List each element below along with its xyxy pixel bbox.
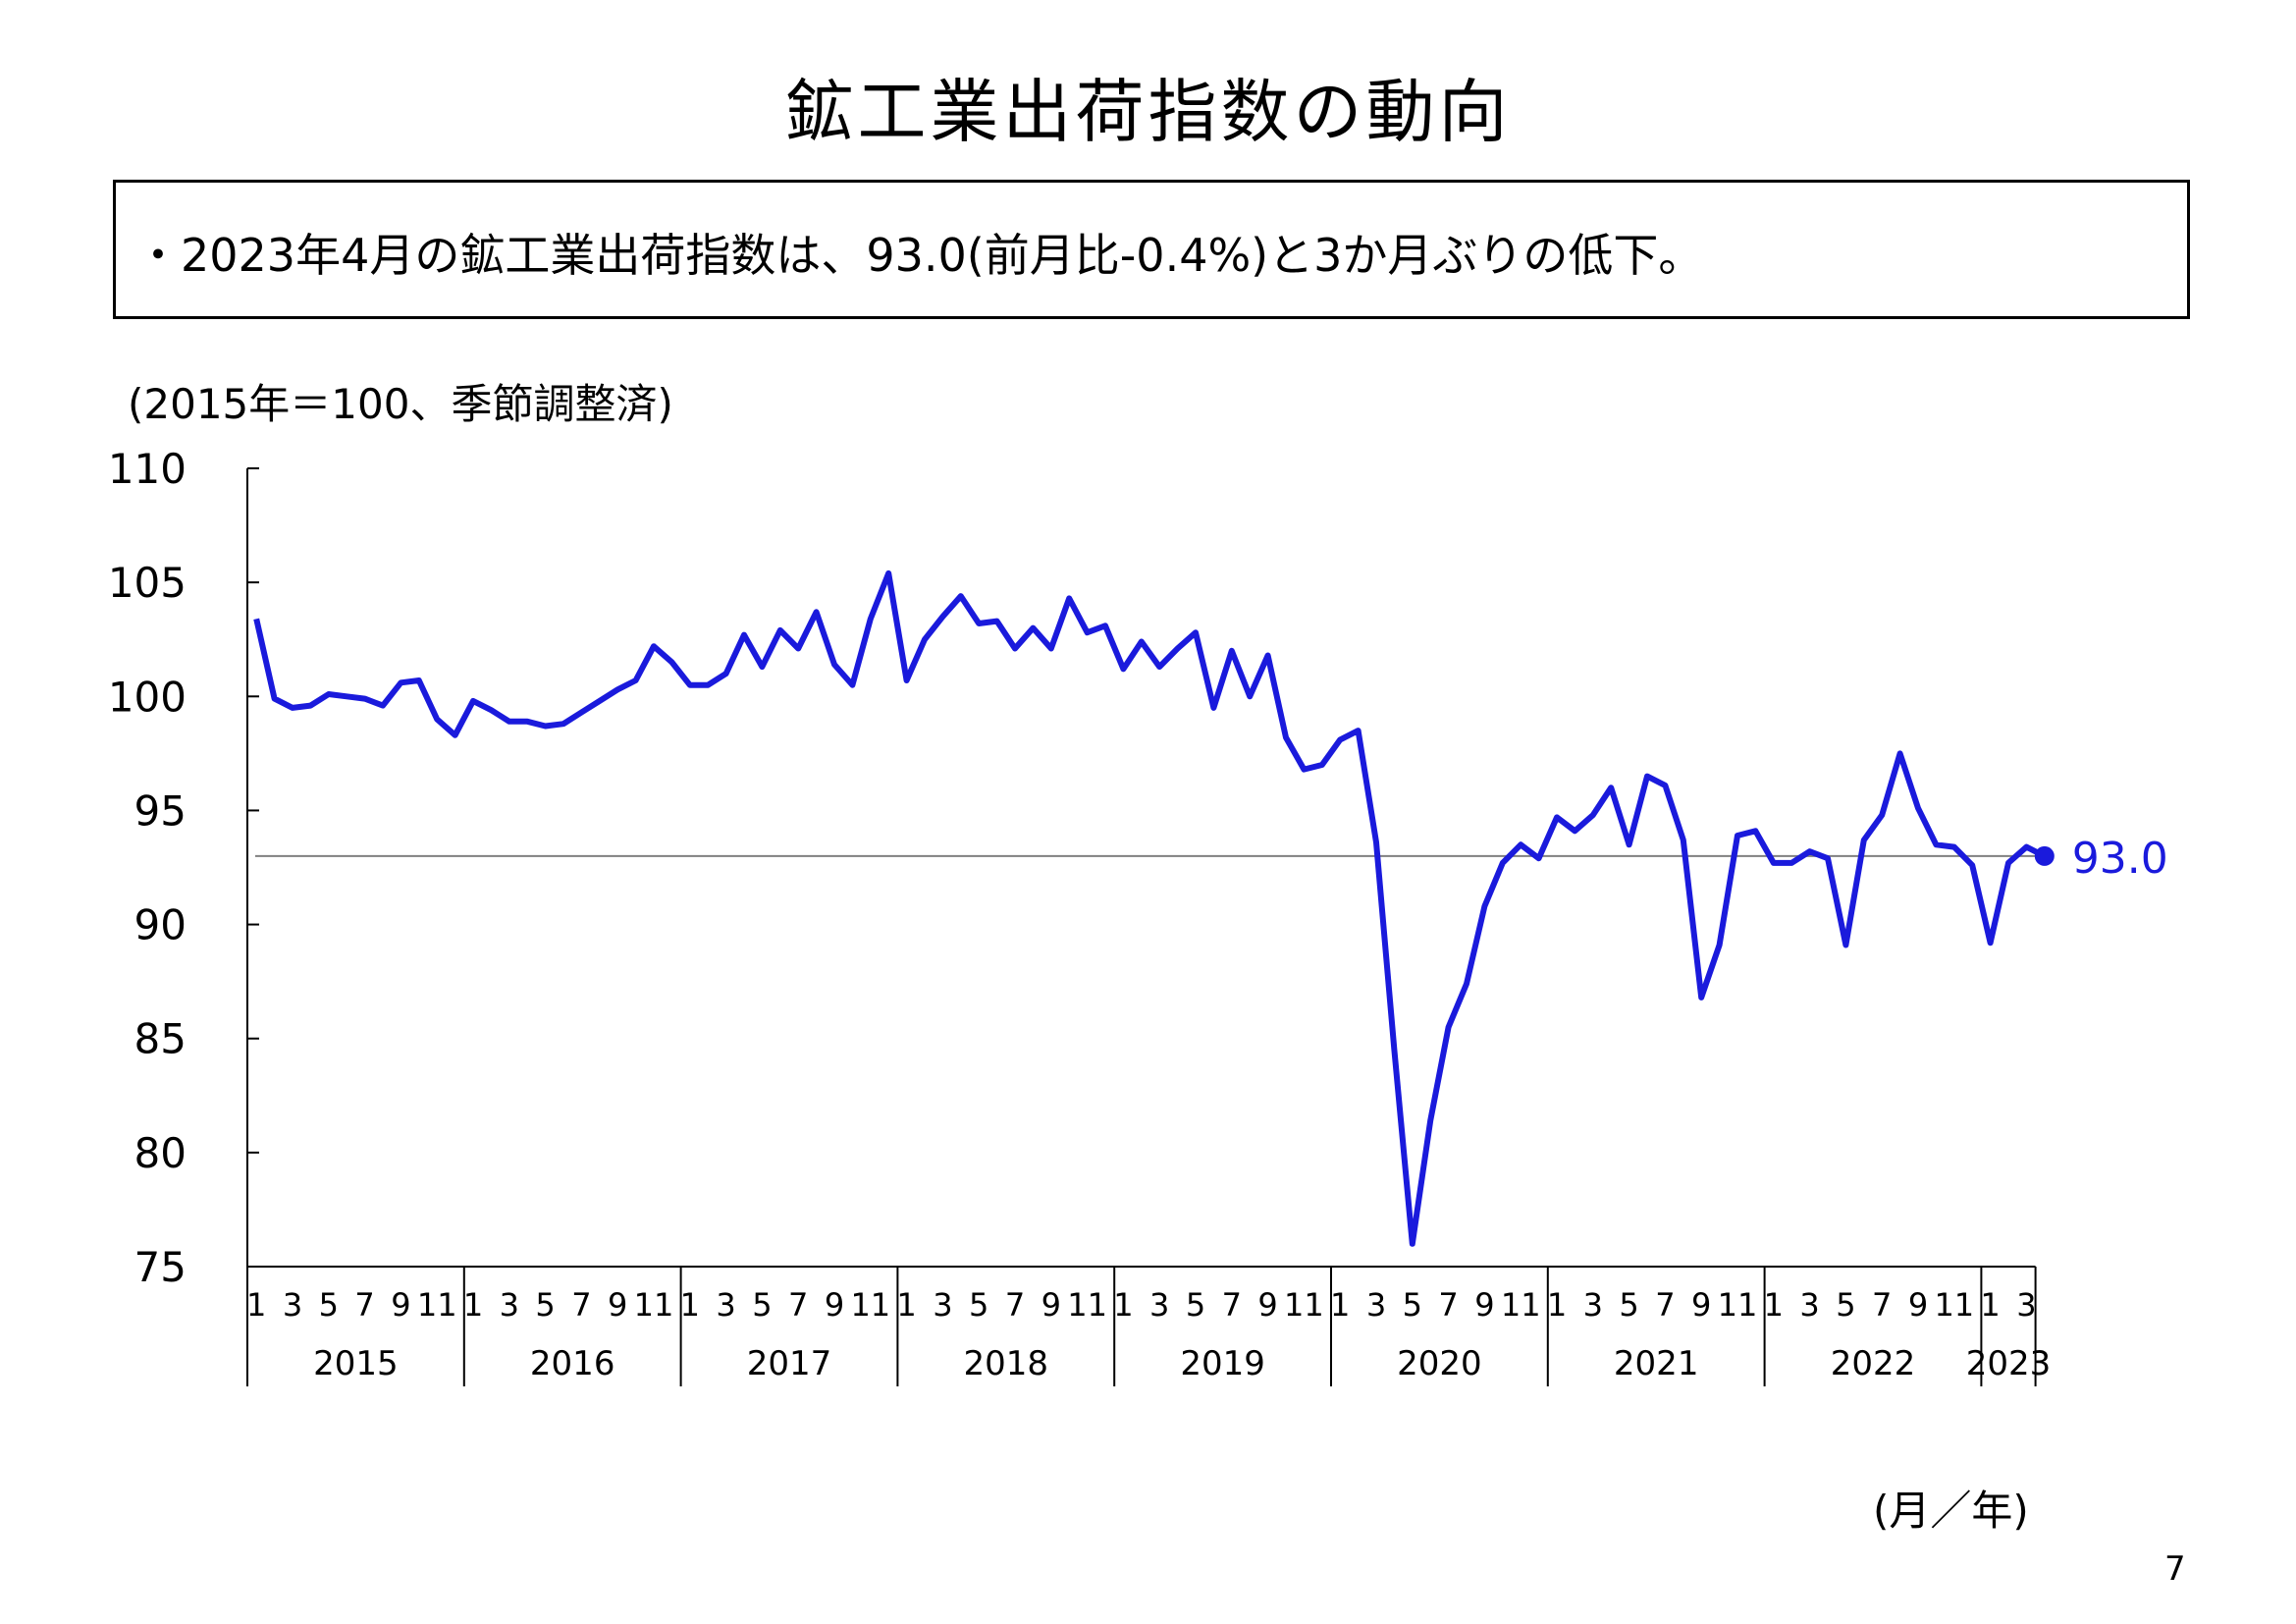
last-point-marker bbox=[2034, 845, 2055, 866]
month-tick-label: 5 bbox=[1836, 1286, 1855, 1324]
month-tick-label: 3 bbox=[2016, 1286, 2036, 1324]
month-tick-label: 1 bbox=[680, 1286, 700, 1324]
month-tick-label: 5 bbox=[1619, 1286, 1638, 1324]
year-label: 2019 bbox=[1180, 1344, 1265, 1383]
year-label: 2018 bbox=[964, 1344, 1049, 1383]
month-tick-label: 3 bbox=[1583, 1286, 1603, 1324]
y-tick-label: 100 bbox=[108, 673, 187, 721]
x-unit-label: (月／年) bbox=[1873, 1487, 2029, 1535]
year-label: 2020 bbox=[1397, 1344, 1482, 1383]
month-tick-label: 1 bbox=[1113, 1286, 1133, 1324]
month-tick-label: 11 bbox=[1067, 1286, 1107, 1324]
month-tick-label: 3 bbox=[1366, 1286, 1386, 1324]
month-tick-label: 5 bbox=[1403, 1286, 1422, 1324]
month-tick-label: 1 bbox=[896, 1286, 916, 1324]
month-tick-label: 9 bbox=[1908, 1286, 1928, 1324]
y-tick-label: 85 bbox=[134, 1015, 187, 1063]
month-tick-label: 5 bbox=[969, 1286, 988, 1324]
month-tick-label: 3 bbox=[500, 1286, 519, 1324]
summary-box: ・2023年4月の鉱工業出荷指数は、93.0(前月比-0.4%)と3か月ぶりの低… bbox=[113, 180, 2190, 319]
month-tick-label: 7 bbox=[1005, 1286, 1025, 1324]
month-tick-label: 9 bbox=[1691, 1286, 1711, 1324]
y-unit-label: (2015年＝100、季節調整済) bbox=[128, 380, 673, 428]
month-tick-label: 1 bbox=[1980, 1286, 2000, 1324]
series-line bbox=[253, 569, 2047, 1247]
month-tick-label: 9 bbox=[825, 1286, 844, 1324]
y-tick-label: 80 bbox=[134, 1129, 187, 1177]
year-label: 2022 bbox=[1831, 1344, 1916, 1383]
month-tick-label: 11 bbox=[850, 1286, 890, 1324]
month-tick-label: 7 bbox=[1438, 1286, 1458, 1324]
y-tick-label: 75 bbox=[134, 1243, 187, 1291]
month-tick-label: 9 bbox=[608, 1286, 627, 1324]
year-label: 2015 bbox=[313, 1344, 399, 1383]
y-axis: 75 80 85 90 95 100 105 110 bbox=[108, 445, 259, 1291]
year-label: 2023 bbox=[1966, 1344, 2052, 1383]
month-tick-label: 9 bbox=[1474, 1286, 1494, 1324]
month-tick-label: 11 bbox=[1718, 1286, 1758, 1324]
month-tick-label: 3 bbox=[933, 1286, 952, 1324]
month-tick-label: 5 bbox=[535, 1286, 555, 1324]
month-tick-label: 7 bbox=[1655, 1286, 1675, 1324]
year-label: 2021 bbox=[1614, 1344, 1699, 1383]
y-tick-label: 95 bbox=[134, 786, 187, 835]
month-tick-label: 7 bbox=[1872, 1286, 1892, 1324]
month-tick-label: 11 bbox=[1284, 1286, 1324, 1324]
month-tick-label: 11 bbox=[1934, 1286, 1974, 1324]
page-title: 鉱工業出荷指数の動向 bbox=[784, 72, 1512, 152]
month-tick-label: 7 bbox=[354, 1286, 374, 1324]
month-tick-label: 9 bbox=[1257, 1286, 1277, 1324]
summary-text: ・2023年4月の鉱工業出荷指数は、93.0(前月比-0.4%)と3か月ぶりの低… bbox=[135, 229, 1704, 282]
month-tick-label: 3 bbox=[1799, 1286, 1819, 1324]
month-tick-label: 1 bbox=[1330, 1286, 1350, 1324]
month-tick-label: 1 bbox=[463, 1286, 483, 1324]
month-tick-label: 5 bbox=[319, 1286, 339, 1324]
month-tick-label: 7 bbox=[1222, 1286, 1242, 1324]
month-tick-label: 5 bbox=[752, 1286, 772, 1324]
month-tick-label: 9 bbox=[391, 1286, 410, 1324]
page-number: 7 bbox=[2164, 1549, 2186, 1589]
month-tick-label: 11 bbox=[1501, 1286, 1541, 1324]
year-label: 2017 bbox=[747, 1344, 832, 1383]
month-tick-label: 7 bbox=[571, 1286, 591, 1324]
month-tick-label: 3 bbox=[1149, 1286, 1169, 1324]
month-tick-label: 11 bbox=[417, 1286, 457, 1324]
year-label: 2016 bbox=[530, 1344, 615, 1383]
month-tick-label: 3 bbox=[716, 1286, 735, 1324]
last-value-label: 93.0 bbox=[2072, 834, 2168, 884]
month-tick-label: 9 bbox=[1041, 1286, 1061, 1324]
y-tick-label: 90 bbox=[134, 901, 187, 949]
y-tick-label: 110 bbox=[108, 445, 187, 493]
month-tick-label: 3 bbox=[283, 1286, 302, 1324]
month-tick-label: 1 bbox=[1764, 1286, 1784, 1324]
month-tick-label: 1 bbox=[246, 1286, 266, 1324]
month-tick-label: 7 bbox=[788, 1286, 808, 1324]
month-tick-label: 5 bbox=[1186, 1286, 1205, 1324]
month-tick-label: 11 bbox=[634, 1286, 674, 1324]
y-tick-label: 105 bbox=[108, 559, 187, 607]
month-tick-label: 1 bbox=[1547, 1286, 1567, 1324]
